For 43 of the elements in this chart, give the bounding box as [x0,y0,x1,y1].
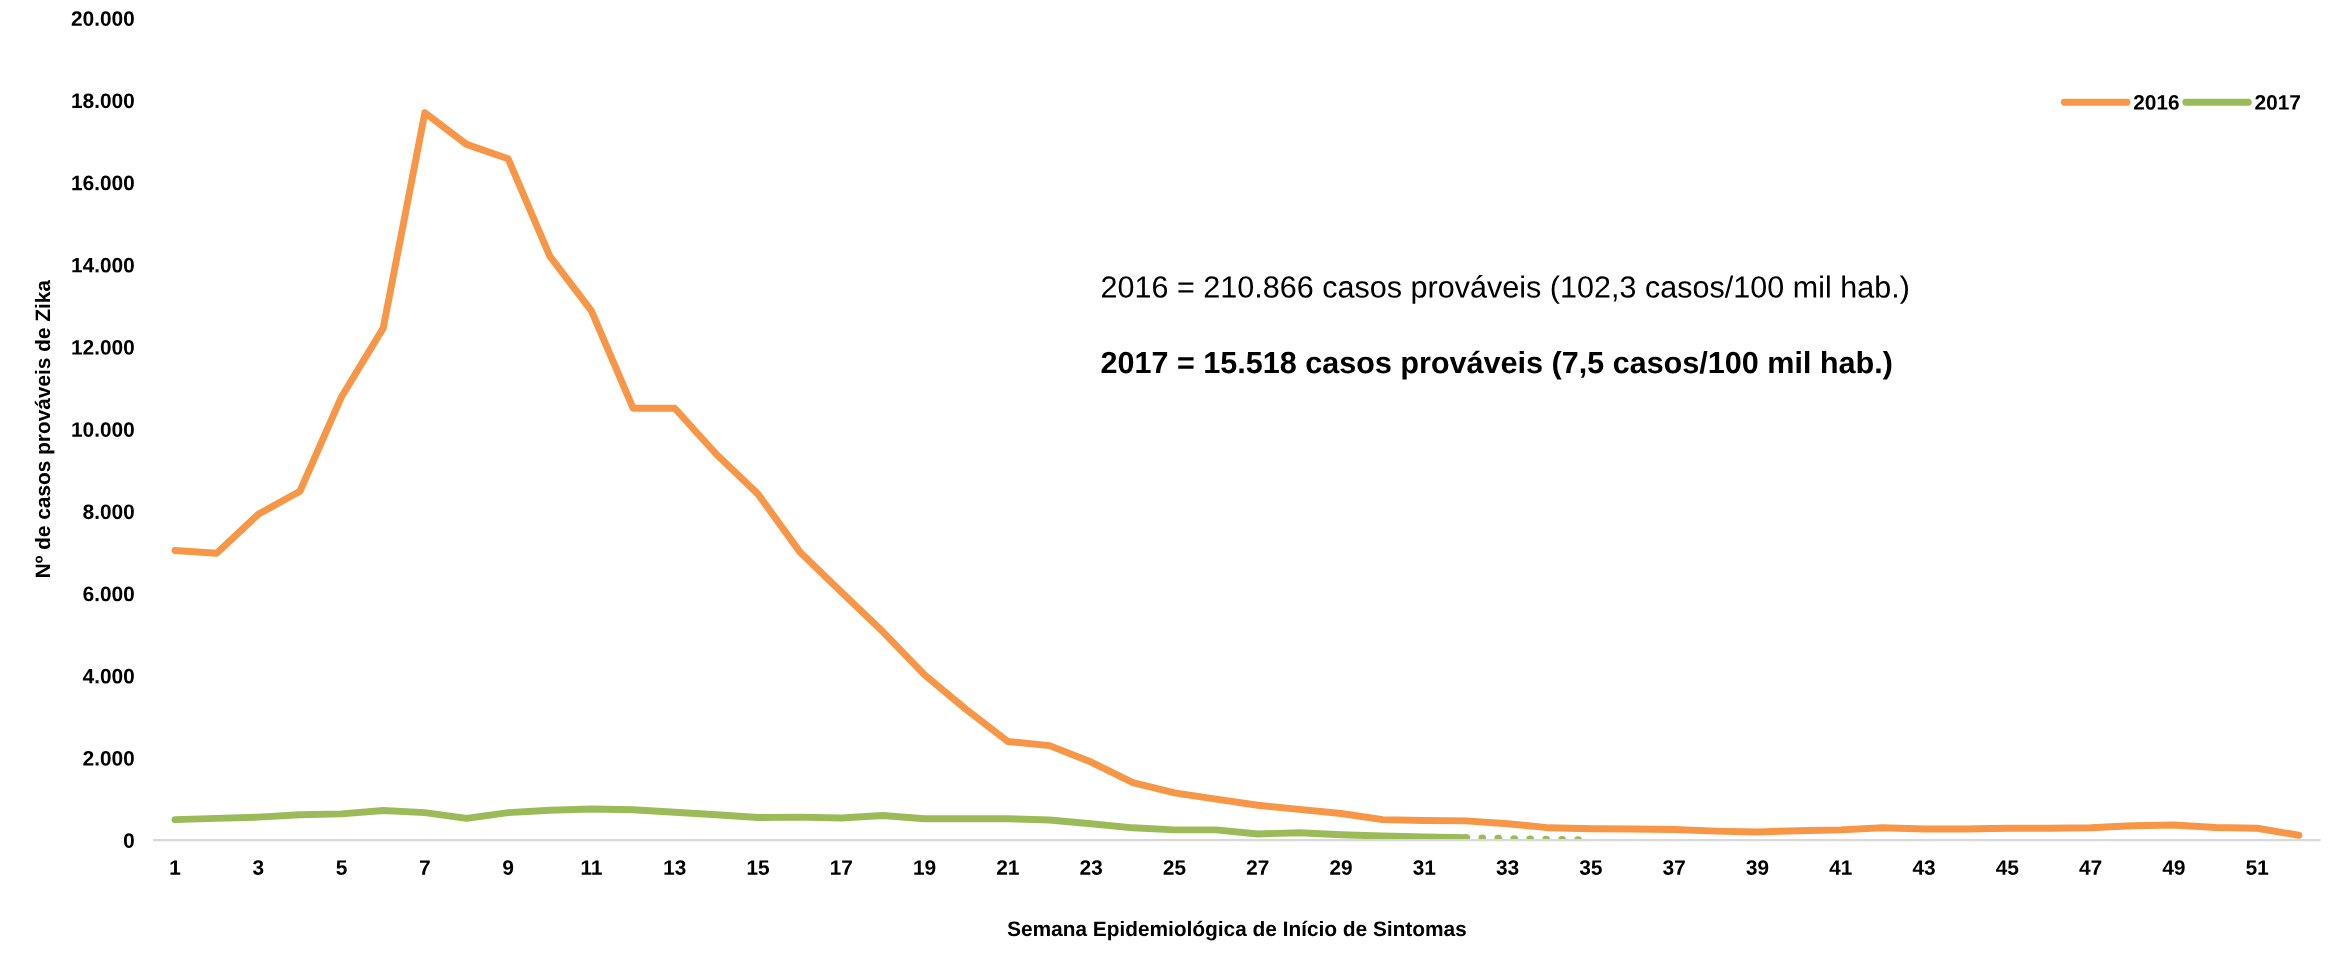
y-axis-title: Nº de casos prováveis de Zika [34,279,55,577]
x-tick-label: 13 [664,860,686,875]
legend-label: 2016 [2133,95,2179,110]
x-tick-label: 43 [1912,860,1935,875]
y-tick-label: 4.000 [82,668,134,684]
x-tick-label: 47 [2079,860,2102,875]
x-tick-label: 23 [1080,860,1102,875]
y-tick-label: 14.000 [72,257,134,273]
annotation: 2017 = 15.518 casos prováveis (7,5 casos/100 mil hab.) [1101,350,1892,380]
y-tick-label: 6.000 [83,586,134,602]
x-tick-label: 9 [503,860,514,875]
y-tick-label: 8.000 [83,504,134,520]
x-tick-label: 19 [914,860,936,875]
x-tick-label: 1 [170,860,181,875]
x-tick-label: 37 [1663,860,1685,875]
x-tick-label: 15 [747,860,770,875]
x-tick-label: 29 [1330,860,1352,875]
x-tick-label: 17 [831,860,852,875]
annotation: 2016 = 210.866 casos prováveis (102,3 casos/100 mil hab.) [1102,275,1908,304]
x-tick-label: 21 [997,860,1019,875]
x-tick-label: 11 [581,860,602,875]
x-tick-label: 25 [1163,860,1186,875]
x-tick-label: 39 [1746,860,1769,875]
y-tick-label: 20.000 [71,11,134,26]
x-tick-label: 31 [1413,860,1436,875]
x-tick-label: 41 [1829,860,1852,875]
y-tick-label: 12.000 [72,339,134,355]
x-tick-label: 7 [419,860,430,875]
y-tick-label: 0 [123,833,134,848]
x-tick-label: 45 [1996,860,2019,875]
legend-label: 2017 [2255,95,2300,110]
y-tick-label: 10.000 [72,422,134,437]
x-axis-title: Semana Epidemiológica de Início de Sintomas [1007,920,1466,941]
x-tick-label: 3 [252,860,264,875]
y-tick-label: 16.000 [72,175,134,191]
x-tick-label: 35 [1579,860,1602,875]
x-tick-label: 5 [336,860,347,875]
x-tick-label: 51 [2246,860,2269,875]
y-tick-label: 2.000 [83,750,134,766]
y-tick-label: 18.000 [72,93,134,109]
x-tick-label: 27 [1246,860,1269,875]
x-tick-label: 49 [2162,860,2185,875]
x-tick-label: 33 [1496,860,1519,875]
